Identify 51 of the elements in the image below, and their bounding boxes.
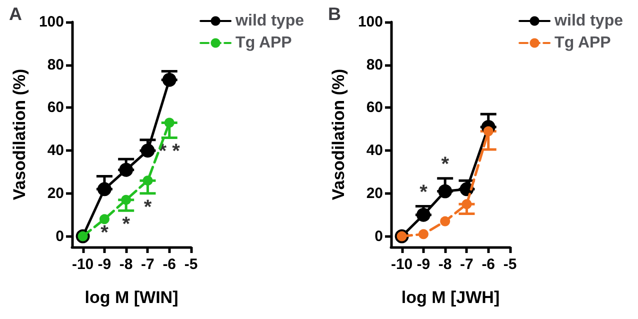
y-tick-label: 0 — [56, 228, 64, 245]
y-tick-label: 0 — [374, 228, 383, 245]
y-tick-label: 60 — [47, 99, 64, 116]
legend-label: wild type — [554, 12, 624, 30]
x-tick-label: -6 — [162, 256, 176, 273]
y-tick-label: 100 — [38, 14, 64, 30]
y-tick-label: 40 — [47, 142, 64, 160]
annotation: * — [100, 222, 109, 244]
x-tick-label: -7 — [460, 256, 474, 273]
legend-label: wild type — [234, 12, 304, 30]
y-axis-title: Vasodilation (%) — [329, 68, 348, 200]
point — [140, 144, 155, 158]
annotation: * — [420, 181, 428, 204]
point — [142, 176, 153, 186]
annotation: * — [144, 196, 152, 218]
point — [416, 208, 430, 222]
x-tick-label: -10 — [72, 256, 94, 273]
y-tick-label: 80 — [366, 56, 383, 74]
x-axis-title: log M [JWH] — [401, 288, 500, 307]
point — [121, 194, 132, 205]
x-tick-label: -8 — [119, 256, 133, 273]
x-tick-label: -8 — [438, 256, 452, 273]
chart-title: B — [328, 4, 341, 24]
y-tick-label: 100 — [358, 14, 383, 30]
y-tick-label: 20 — [47, 184, 64, 202]
point — [164, 118, 174, 128]
x-tick-label: -6 — [482, 256, 496, 273]
y-tick-label: 40 — [366, 142, 383, 160]
x-tick-label: -9 — [98, 256, 112, 273]
x-tick-label: -9 — [416, 256, 430, 273]
point — [97, 182, 112, 196]
y-axis-title: Vasodilation (%) — [10, 68, 29, 200]
point — [438, 184, 452, 198]
chart-title: A — [9, 4, 22, 24]
legend-label: Tg APP — [554, 34, 612, 52]
point — [462, 199, 472, 210]
y-tick-label: 80 — [47, 56, 64, 74]
annotation: * — [122, 214, 130, 236]
x-tick-label: -10 — [390, 256, 413, 273]
x-tick-label: -5 — [503, 256, 517, 273]
annotation: * — [441, 153, 450, 176]
y-tick-label: 60 — [366, 99, 383, 116]
x-tick-label: -5 — [184, 256, 198, 273]
y-tick-label: 20 — [366, 184, 383, 202]
point — [99, 214, 110, 224]
point — [440, 216, 450, 226]
point — [119, 162, 134, 177]
x-tick-label: -7 — [141, 256, 154, 273]
x-axis-title: log M [WIN] — [84, 288, 178, 307]
legend-label: Tg APP — [236, 34, 292, 52]
point — [418, 229, 428, 240]
